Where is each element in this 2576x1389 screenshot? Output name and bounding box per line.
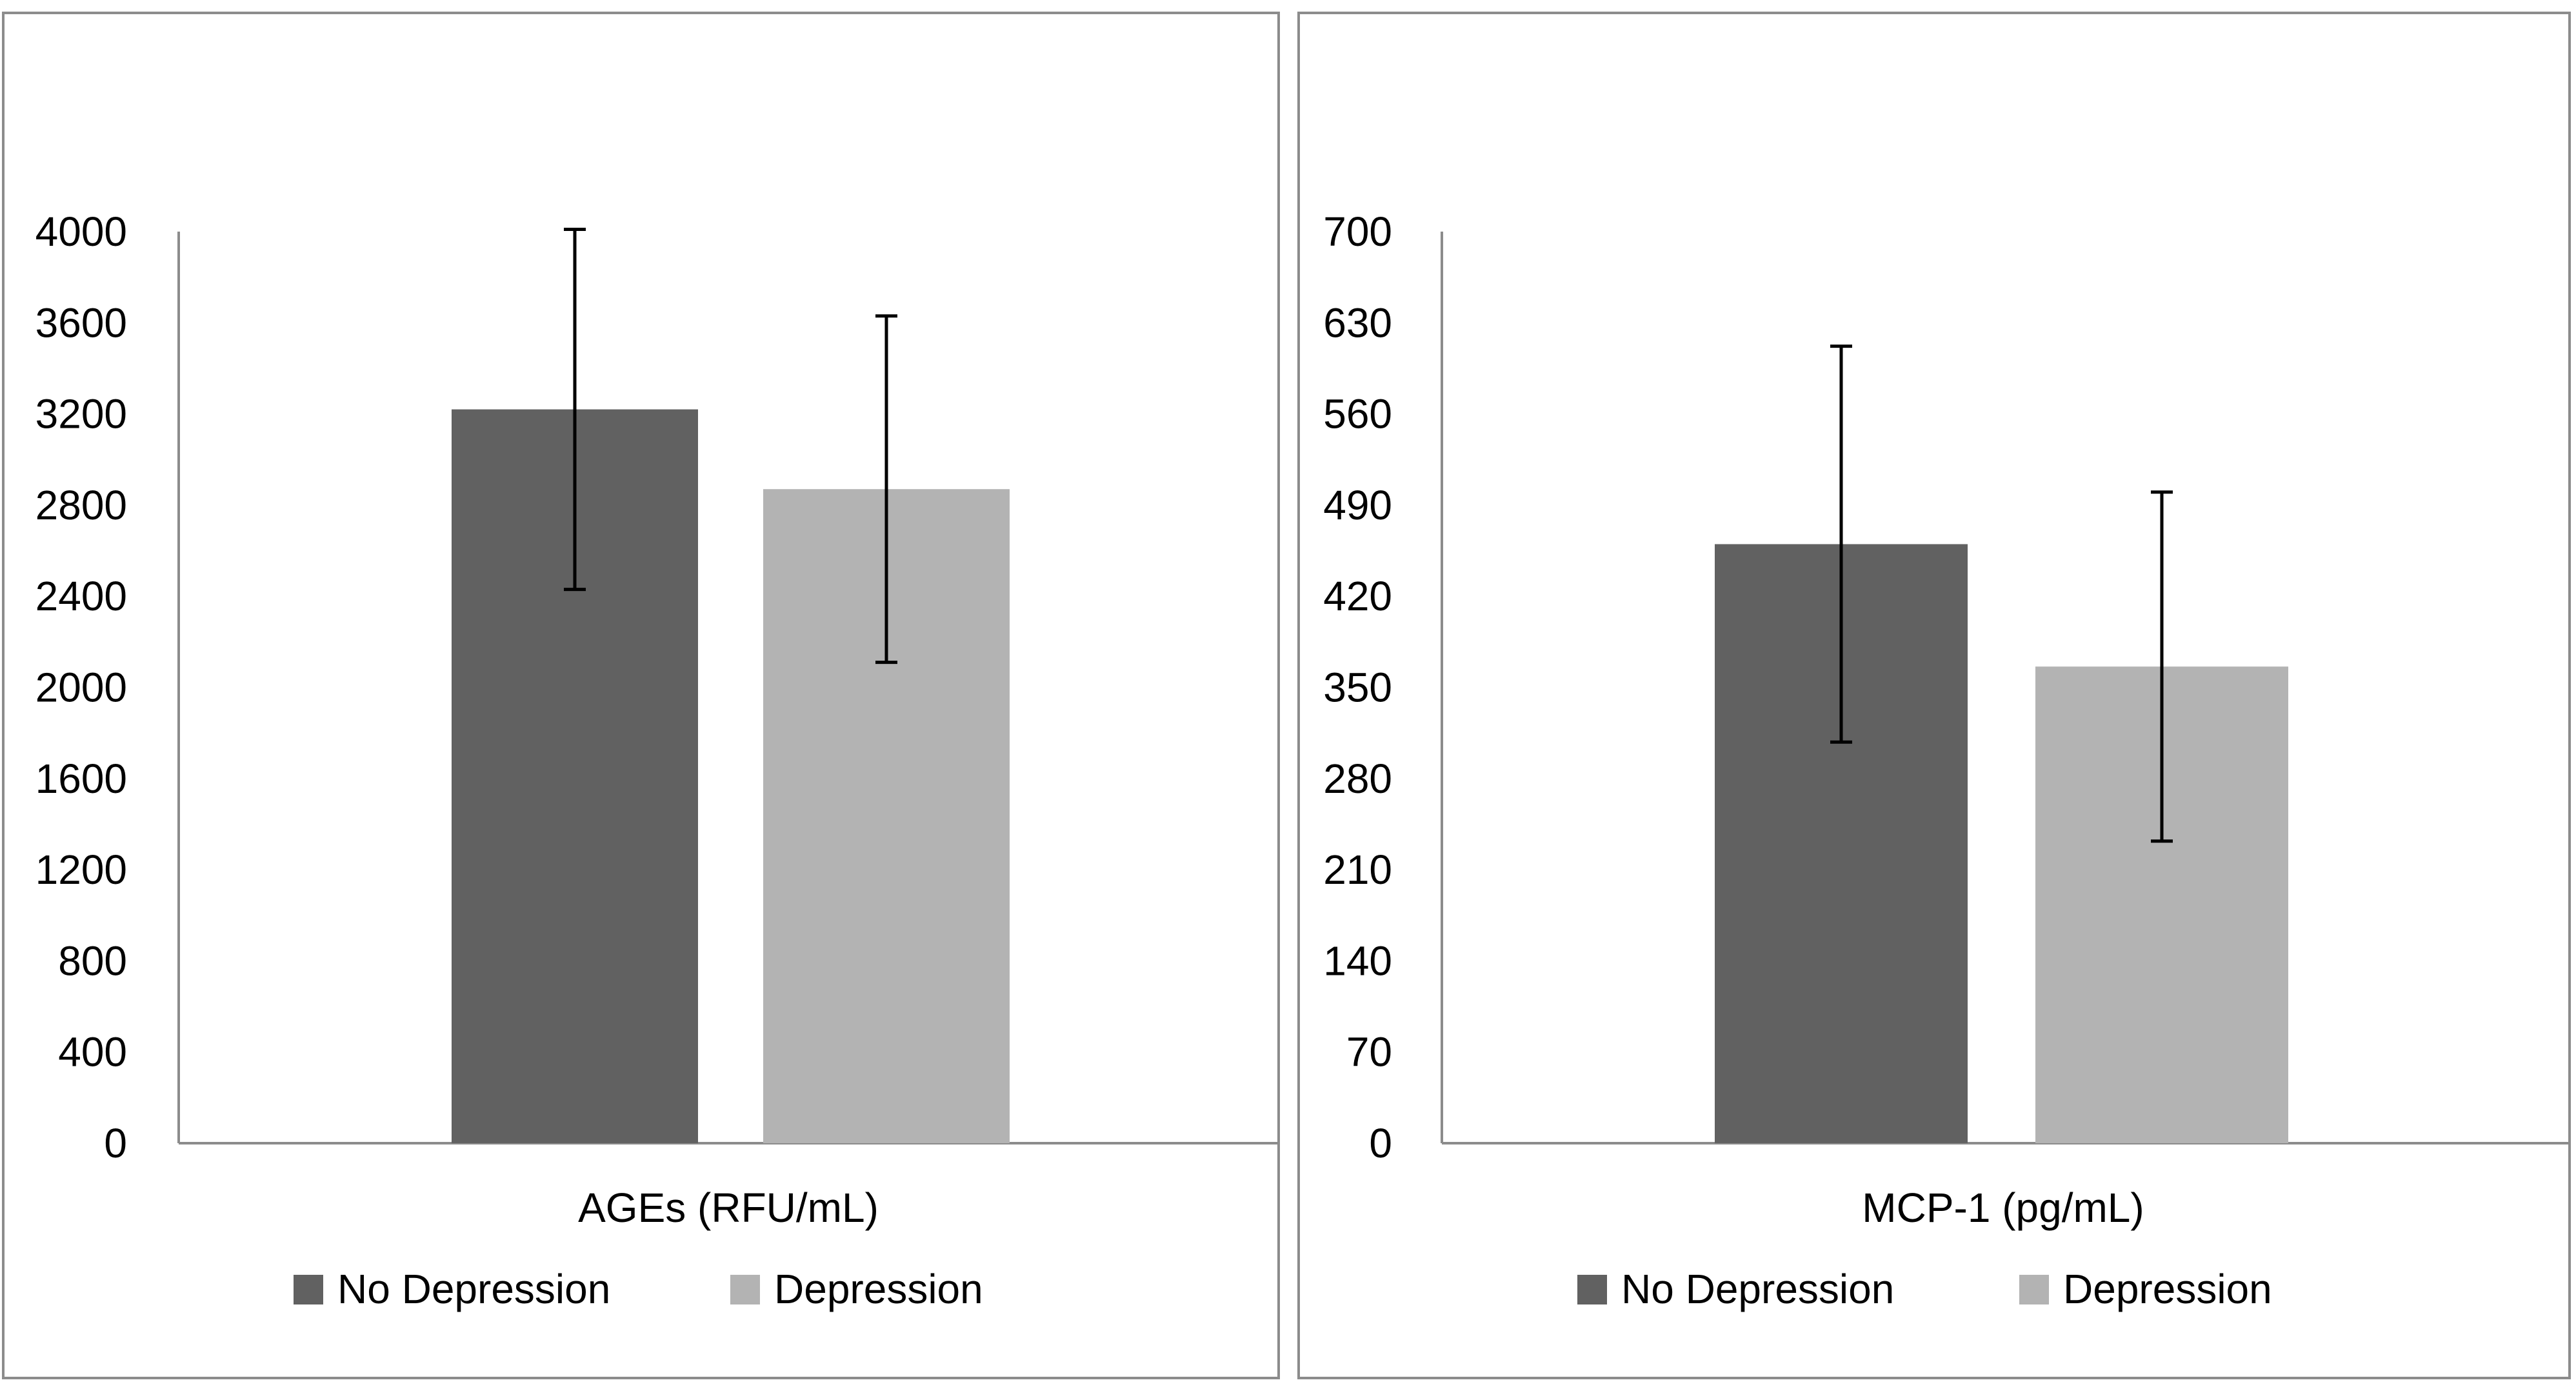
y-tick-label: 560 — [1323, 391, 1392, 437]
y-tick-label: 70 — [1346, 1029, 1392, 1075]
legend-label: No Depression — [337, 1266, 610, 1312]
y-tick-label: 4000 — [35, 208, 127, 255]
y-tick-label: 2800 — [35, 482, 127, 528]
x-axis-title: MCP-1 (pg/mL) — [1862, 1184, 2144, 1231]
y-tick-label: 3200 — [35, 391, 127, 437]
chart-ages-svg: 0 400 800 1200 1600 2000 2400 2800 3200 3600 4000 A… — [35, 208, 1280, 1312]
y-tick-label: 1600 — [35, 755, 127, 802]
y-tick-label: 630 — [1323, 299, 1392, 346]
y-tick-label: 2400 — [35, 573, 127, 619]
y-tick-label: 700 — [1323, 208, 1392, 255]
x-axis-title: AGEs (RFU/mL) — [578, 1184, 879, 1231]
y-tick-label: 0 — [1369, 1120, 1392, 1166]
legend-swatch-no-depression — [294, 1275, 323, 1304]
y-tick-label: 0 — [104, 1120, 127, 1166]
y-tick-label: 3600 — [35, 299, 127, 346]
y-tick-label: 210 — [1323, 846, 1392, 893]
chart-panel-mcp1: 0 70 140 210 280 350 420 490 560 630 700 MCP-1 (pg/… — [1297, 12, 2571, 1379]
legend-swatch-depression — [730, 1275, 760, 1304]
y-tick-label: 2000 — [35, 665, 127, 711]
legend-label: Depression — [774, 1266, 983, 1312]
legend-swatch-no-depression — [1577, 1275, 1607, 1304]
y-tick-label: 280 — [1323, 755, 1392, 802]
y-tick-label: 1200 — [35, 846, 127, 893]
y-tick-label: 490 — [1323, 482, 1392, 528]
y-tick-label: 400 — [58, 1029, 127, 1075]
y-tick-label: 140 — [1323, 937, 1392, 984]
y-tick-label: 350 — [1323, 665, 1392, 711]
legend-label: Depression — [2063, 1266, 2272, 1312]
y-tick-label: 420 — [1323, 573, 1392, 619]
legend-swatch-depression — [2019, 1275, 2049, 1304]
chart-panel-ages: 0 400 800 1200 1600 2000 2400 2800 3200 3600 4000 A… — [2, 12, 1280, 1379]
y-tick-label: 800 — [58, 937, 127, 984]
legend-label: No Depression — [1621, 1266, 1894, 1312]
chart-mcp1-svg: 0 70 140 210 280 350 420 490 560 630 700 MCP-1 (pg/… — [1323, 208, 2571, 1312]
